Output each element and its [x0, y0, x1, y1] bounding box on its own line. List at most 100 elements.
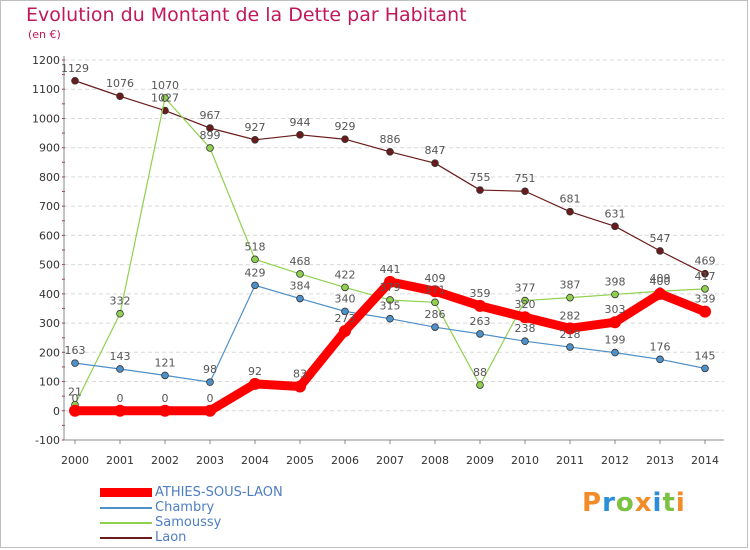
logo-letter: i [652, 488, 663, 518]
data-label: 263 [470, 315, 491, 328]
data-point [566, 293, 574, 302]
data-point [251, 136, 259, 144]
data-label: 422 [335, 268, 356, 281]
data-label: 1129 [61, 62, 89, 75]
y-tick-label: 700 [39, 200, 60, 213]
y-tick-label: 200 [39, 346, 60, 359]
data-point [474, 299, 486, 312]
data-point [341, 283, 349, 292]
data-label: 398 [605, 275, 626, 288]
data-point [294, 380, 306, 393]
series-layer [69, 76, 711, 417]
data-point [431, 298, 439, 307]
data-point [339, 324, 351, 337]
y-tick-label: 500 [39, 259, 60, 272]
x-tick-label: 2001 [106, 454, 134, 467]
chart-title: Evolution du Montant de la Dette par Hab… [26, 4, 467, 26]
data-point [609, 316, 621, 329]
data-label: 1027 [151, 92, 179, 105]
data-label: 681 [560, 193, 581, 206]
data-label: 631 [605, 207, 626, 220]
data-point [519, 311, 531, 324]
data-point [564, 322, 576, 335]
data-label: 339 [695, 293, 716, 306]
x-tick-label: 2004 [241, 454, 269, 467]
data-label: 0 [207, 392, 214, 405]
data-label: 379 [380, 281, 401, 294]
data-point [699, 305, 711, 318]
data-label: 145 [695, 349, 716, 362]
logo-letter: P [582, 488, 603, 518]
data-label: 927 [245, 121, 266, 134]
y-tick-label: 800 [39, 171, 60, 184]
data-label: 899 [200, 129, 221, 142]
x-tick-label: 2009 [466, 454, 494, 467]
data-label: 429 [245, 266, 266, 279]
data-label: 409 [425, 272, 446, 285]
data-label: 303 [605, 303, 626, 316]
data-point [611, 348, 619, 357]
data-point [521, 187, 529, 196]
data-label: 0 [72, 392, 79, 405]
data-point [384, 275, 396, 288]
data-point [521, 337, 529, 346]
data-label: 359 [470, 287, 491, 300]
data-point [296, 294, 304, 303]
data-point [116, 309, 124, 318]
data-label: 176 [650, 340, 671, 353]
y-tick-label: 300 [39, 317, 60, 330]
data-label: 755 [470, 171, 491, 184]
data-point [386, 147, 394, 156]
data-label: 238 [515, 322, 536, 335]
data-label: 1070 [151, 79, 179, 92]
legend-label: Chambry [155, 500, 215, 515]
data-label: 751 [515, 172, 536, 185]
data-label: 387 [560, 279, 581, 292]
data-label: 1076 [106, 77, 134, 90]
data-label: 332 [110, 295, 131, 308]
data-label: 518 [245, 240, 266, 253]
legend-swatch [100, 537, 152, 539]
data-point [206, 124, 214, 132]
data-point [159, 404, 171, 417]
x-tick-label: 2013 [646, 454, 674, 467]
data-label: 143 [110, 350, 131, 363]
x-tick-label: 2003 [196, 454, 224, 467]
data-label: 98 [203, 363, 217, 376]
data-label: 273 [335, 312, 356, 325]
data-point [206, 378, 214, 386]
data-label: 282 [560, 309, 581, 322]
data-point [429, 285, 441, 298]
logo-letter: r [602, 488, 616, 518]
data-point [656, 247, 664, 255]
data-label: 468 [290, 255, 311, 268]
data-point [161, 371, 169, 380]
data-label: 315 [380, 300, 401, 313]
x-tick-label: 2005 [286, 454, 314, 467]
legend-label: ATHIES-SOUS-LAON [155, 485, 283, 500]
data-label: 83 [293, 368, 307, 381]
data-label: 441 [380, 263, 401, 276]
data-label: 400 [650, 275, 671, 288]
x-tick-label: 2012 [601, 454, 629, 467]
y-tick-label: 1100 [32, 83, 60, 96]
data-point [656, 355, 664, 364]
data-point [566, 207, 574, 216]
legend-label: Samoussy [155, 515, 222, 530]
y-tick-label: 0 [53, 405, 60, 418]
data-point [476, 330, 484, 338]
x-tick-label: 2002 [151, 454, 179, 467]
data-point [611, 222, 619, 231]
proxiti-logo: Proxiti [582, 488, 686, 518]
data-point [114, 404, 126, 417]
data-point [116, 365, 124, 373]
data-labels: 1129 1076 1027 967 927 944 929 886 847 755 751 681 6… [61, 62, 716, 405]
data-point [386, 296, 394, 304]
logo-letter: o [615, 488, 635, 518]
data-point [249, 377, 261, 390]
data-point [654, 287, 666, 300]
data-label: 384 [290, 280, 311, 293]
data-point [71, 76, 79, 85]
y-tick-label: 400 [39, 288, 60, 301]
